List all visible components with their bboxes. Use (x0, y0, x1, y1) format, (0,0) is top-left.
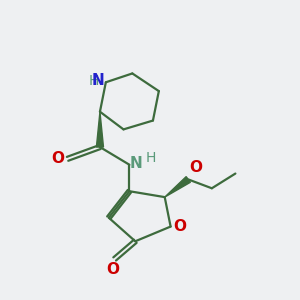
Text: O: O (107, 262, 120, 277)
Text: H: H (146, 151, 156, 165)
Text: O: O (190, 160, 203, 175)
Polygon shape (165, 177, 190, 197)
Text: N: N (129, 156, 142, 171)
Text: N: N (92, 73, 104, 88)
Text: H: H (89, 74, 99, 88)
Polygon shape (96, 112, 103, 147)
Text: O: O (51, 151, 64, 166)
Text: O: O (174, 219, 187, 234)
